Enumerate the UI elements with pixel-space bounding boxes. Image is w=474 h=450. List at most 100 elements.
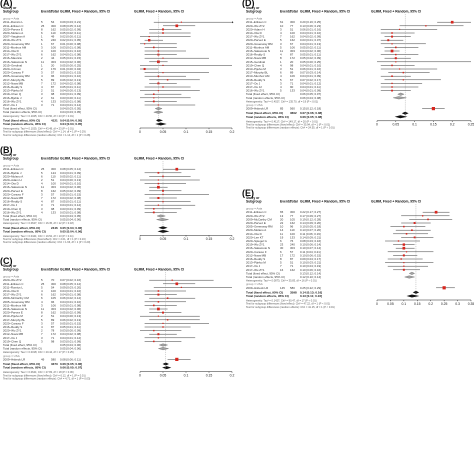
study-events: 25 xyxy=(41,282,45,286)
study-events: 3 xyxy=(41,339,43,343)
study-ci-text: 0.08 [0.05; 0.12] xyxy=(60,167,81,171)
study-total: 133 xyxy=(51,210,56,214)
study-label: 2011~Eriksen C xyxy=(246,210,266,214)
study-square xyxy=(391,89,393,92)
col-header-total: Total xyxy=(51,157,59,161)
study-events: 6 xyxy=(41,296,43,300)
study-events: 4 xyxy=(41,85,43,89)
fixed-effect-label: Total (fixed effect, 95% CI) xyxy=(3,107,37,111)
x-tick-label: 0.05 xyxy=(392,123,399,127)
study-total: 67 xyxy=(290,78,294,82)
col-header-subgroup: Subgroup xyxy=(3,10,19,14)
col-header-estimate: GLMM, Fixed + Random, 95% CI xyxy=(300,200,350,204)
study-events: 2 xyxy=(41,56,43,60)
study-ci-text: 0.05 [0.01; 0.15] xyxy=(60,71,81,75)
overall-random-diamond xyxy=(157,229,170,233)
study-label: 2016~Wu ZY1 xyxy=(3,210,22,214)
study-square xyxy=(391,64,393,67)
study-ci-text: 0.05 [0.00; 0.25] xyxy=(60,63,81,67)
random-effect-diamond xyxy=(153,110,164,114)
study-square xyxy=(391,43,393,45)
study-events: 11 xyxy=(280,232,283,236)
overall-total-n: 2446 xyxy=(51,226,58,230)
study-total: 54 xyxy=(51,20,55,24)
study-events: 10 xyxy=(280,24,284,28)
study-label: 2015~Gerdinal xyxy=(3,63,22,67)
col-header-total: Total xyxy=(51,10,59,14)
study-events: 5 xyxy=(280,45,282,49)
subgroup-label: group = USA xyxy=(3,354,20,358)
col-header-study: Study or xyxy=(246,196,260,200)
overall-total-n: 3602 xyxy=(290,111,297,115)
study-square xyxy=(402,71,405,74)
overall-note: Test for subgroup differences (random ef… xyxy=(3,133,90,137)
study-total: 105 xyxy=(51,296,56,300)
fixed-effect-diamond xyxy=(156,214,166,218)
study-square xyxy=(398,28,401,30)
study-square xyxy=(162,57,164,59)
study-ci-text: 0.05 [0.00; 0.25] xyxy=(300,60,321,64)
x-tick-label: 0.05 xyxy=(387,302,394,306)
study-events: 65 xyxy=(280,210,284,214)
x-tick-label: 0.05 xyxy=(160,130,167,134)
study-events: 3 xyxy=(280,27,282,31)
study-total: 162 xyxy=(290,268,295,272)
study-label: 2016~Sakamoto N xyxy=(246,49,270,53)
study-total: 172 xyxy=(290,253,295,257)
overall-fixed-diamond xyxy=(156,118,163,122)
study-ci-text: 0.04 [0.01; 0.13] xyxy=(300,42,321,46)
study-square xyxy=(162,86,164,88)
study-ci-text: 0.20 [0.16; 0.25] xyxy=(300,20,321,24)
study-ci-text: 0.04 [0.00; 0.13] xyxy=(60,178,81,182)
study-ci-text: 0.25 [0.22; 0.29] xyxy=(300,286,321,290)
overall-note: Test for subgroup differences (fixed eff… xyxy=(246,302,330,306)
study-label: 2020~Spiegel G xyxy=(246,239,268,243)
study-total: 133 xyxy=(290,89,295,93)
overall-note: Heterogeneity: Tau² = 0.1427; Chi² = 90.… xyxy=(246,299,317,303)
study-label: 2016~Wu ZY1 xyxy=(246,89,265,93)
study-events: 13 xyxy=(280,214,284,218)
study-total: 100 xyxy=(51,289,56,293)
col-header-total: Total xyxy=(290,10,298,14)
study-ci-text: 0.19 [0.12; 0.28] xyxy=(300,217,321,221)
study-ci-text: 0.05 [0.02; 0.11] xyxy=(300,45,321,49)
overall-random-diamond xyxy=(394,115,408,119)
overall-fixed-ci: 0.07 [0.06; 0.08] xyxy=(300,111,322,115)
study-events: 2 xyxy=(41,314,43,318)
study-ci-text: 0.04 [0.01; 0.10] xyxy=(60,49,81,53)
random-effect-diamond xyxy=(156,218,169,222)
study-label: 2014~Ota D xyxy=(246,31,262,35)
study-label: 2012~Nava MB xyxy=(3,81,23,85)
study-label: 2020~Adam H xyxy=(3,178,22,182)
study-square xyxy=(405,251,408,253)
study-total: 124 xyxy=(51,171,56,175)
study-events: 3 xyxy=(280,67,282,71)
random-effect-ci: 0.04 [0.03; 0.05] xyxy=(60,110,81,114)
study-label: 2014~Ota D xyxy=(3,49,19,53)
study-square xyxy=(157,196,160,200)
study-ci-text: 0.03 [0.00; 0.09] xyxy=(60,329,81,333)
study-label: 2016~Sakamoto N xyxy=(246,246,270,250)
study-ci-text: 0.03 [0.01; 0.07] xyxy=(300,38,321,42)
study-events: 3 xyxy=(280,42,282,46)
study-label: 2019~Chen Q xyxy=(3,92,22,96)
study-total: 106 xyxy=(290,74,295,78)
study-ci-text: 0.06 [0.02; 0.12] xyxy=(60,296,81,300)
study-ci-text: 0.10 [0.06; 0.14] xyxy=(300,243,321,247)
forest-panel-d: (D) Study or Subgroup Events Total GLMM, Fix… xyxy=(242,0,474,185)
col-header-total: Total xyxy=(290,200,298,204)
col-header-plot: GLMM, Fixed + Random, 95% CI xyxy=(134,268,184,272)
study-label: 2017~Murphy BL xyxy=(3,78,25,82)
study-events: 14 xyxy=(280,228,284,232)
study-total: 89 xyxy=(51,78,55,82)
study-total: 51 xyxy=(51,314,55,318)
study-total: 20 xyxy=(51,63,55,67)
overall-random-ci: 0.06 [0.05; 0.08] xyxy=(300,115,322,119)
study-square xyxy=(387,39,390,42)
study-events: 8 xyxy=(41,189,43,193)
overall-random-label: Total (random effects, 95% CI) xyxy=(246,294,289,298)
study-ci-text: 0.07 [0.02; 0.16] xyxy=(60,278,81,282)
study-events: 3 xyxy=(41,203,43,207)
study-label: 2009~McCarthy CM xyxy=(3,296,29,300)
